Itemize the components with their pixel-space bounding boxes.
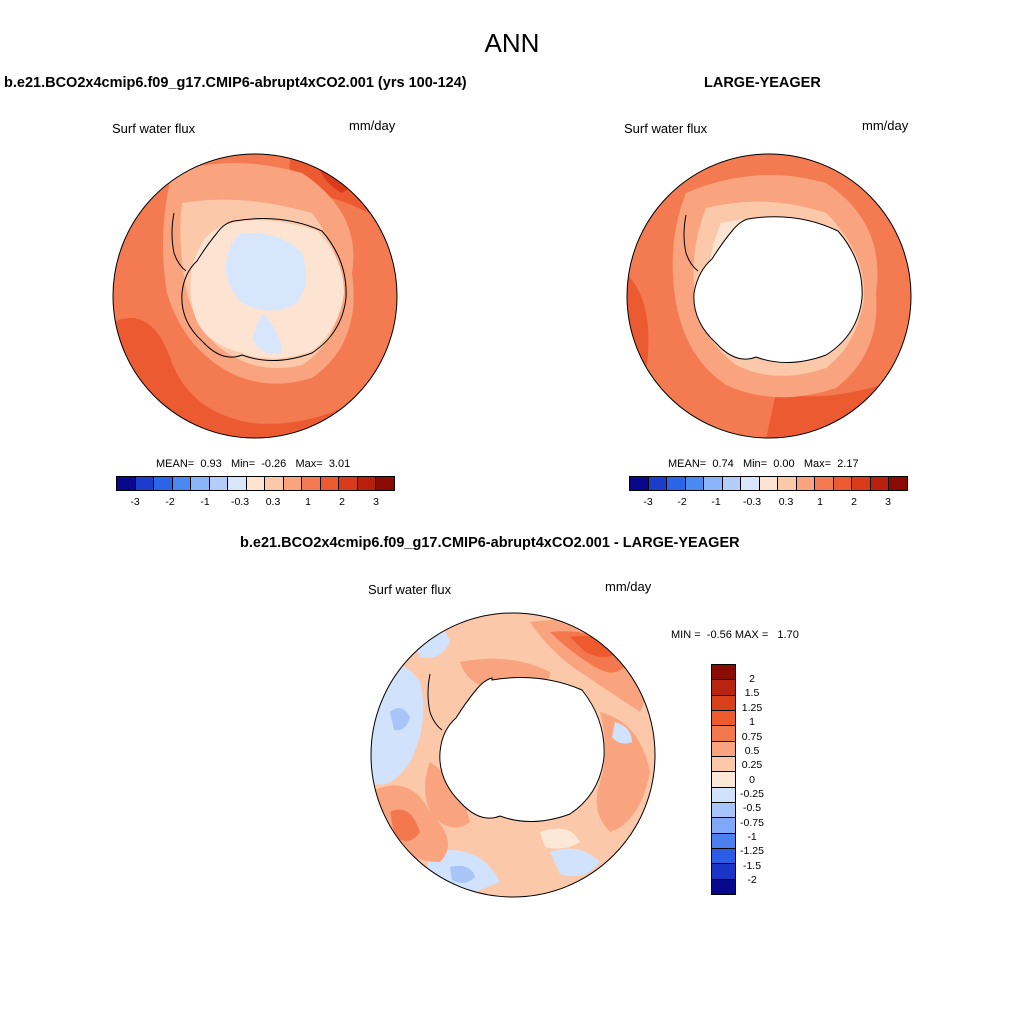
panel2-colorbar-tick: 0.3 [778,496,794,508]
colorbar-swatch [302,477,321,490]
panel1-colorbar-tick: 0.3 [265,496,281,508]
colorbar-swatch [712,756,735,773]
panel3-colorbar-tick: 1.5 [744,687,760,699]
panel3-colorbar-tick: 0 [749,774,755,786]
panel2-colorbar-tick: 3 [885,496,891,508]
panel2-stats: MEAN= 0.74 Min= 0.00 Max= 2.17 [668,458,859,470]
panel3-colorbar-tick: 1 [749,716,755,728]
colorbar-swatch [712,802,735,819]
panel3-colorbar-tick: -1 [747,831,757,843]
panel2-colorbar-tick: -1 [711,496,721,508]
colorbar-swatch [154,477,173,490]
colorbar-swatch [712,879,735,894]
panel3-colorbar-tick: 0.25 [741,759,763,771]
panel3-colorbar [711,664,736,895]
colorbar-swatch [135,477,155,490]
colorbar-swatch [759,477,779,490]
panel2-colorbar-tick: -2 [677,496,687,508]
panel2-colorbar-tick: 1 [817,496,823,508]
colorbar-swatch [339,477,358,490]
colorbar-swatch [712,741,735,757]
colorbar-swatch [648,477,668,490]
colorbar-swatch [172,477,192,490]
panel1-field-label: Surf water flux [112,121,196,136]
panel3-units-label: mm/day [605,579,652,594]
colorbar-swatch [209,477,229,490]
colorbar-swatch [117,477,136,490]
colorbar-swatch [712,864,735,880]
colorbar-swatch [833,477,853,490]
panel3-colorbar-tick: 1.25 [741,702,763,714]
panel3-header: b.e21.BCO2x4cmip6.f09_g17.CMIP6-abrupt4x… [240,535,740,551]
colorbar-swatch [815,477,834,490]
colorbar-swatch [741,477,760,490]
colorbar-swatch [712,665,735,681]
colorbar-swatch [712,695,735,711]
panel1-colorbar-tick: -0.3 [230,496,250,508]
colorbar-swatch [870,477,890,490]
panel1-colorbar-tick: 2 [339,496,345,508]
panel2-header: LARGE-YEAGER [704,75,821,91]
panel3-colorbar-tick: -1.5 [742,860,762,872]
colorbar-swatch [685,477,705,490]
colorbar-swatch [191,477,210,490]
panel3-colorbar-tick: 2 [749,673,755,685]
panel1-units-label: mm/day [349,118,396,133]
colorbar-swatch [283,477,303,490]
colorbar-swatch [667,477,686,490]
colorbar-swatch [712,818,735,834]
colorbar-swatch [722,477,742,490]
panel1-polar-map [112,153,398,439]
panel3-colorbar-tick: 0.75 [741,731,763,743]
colorbar-swatch [712,848,735,865]
panel2-colorbar-tick: -3 [643,496,653,508]
colorbar-swatch [704,477,723,490]
panel1-colorbar-tick: 3 [373,496,379,508]
colorbar-swatch [712,710,735,727]
panel3-field-label: Surf water flux [368,582,452,597]
plot-title: ANN [484,28,540,58]
colorbar-swatch [265,477,284,490]
panel3-colorbar-tick: 0.5 [744,745,760,757]
panel1-colorbar-tick: -1 [200,496,210,508]
colorbar-swatch [320,477,340,490]
colorbar-swatch [778,477,797,490]
panel3-colorbar-tick: -0.25 [740,788,764,800]
panel2-colorbar-tick: 2 [851,496,857,508]
colorbar-swatch [630,477,649,490]
colorbar-swatch [712,787,735,803]
panel2-units-label: mm/day [862,118,909,133]
panel2-field-label: Surf water flux [624,121,708,136]
colorbar-swatch [889,477,907,490]
panel2-colorbar-tick: -0.3 [742,496,762,508]
panel3-colorbar-tick: -2 [747,874,757,886]
colorbar-swatch [796,477,816,490]
panel3-stats: MIN = -0.56 MAX = 1.70 [671,629,799,641]
panel2-polar-map [626,153,912,439]
panel3-colorbar-tick: -0.75 [740,817,764,829]
colorbar-swatch [712,833,735,849]
panel3-colorbar-tick: -1.25 [740,845,764,857]
panel1-colorbar-tick: -2 [165,496,175,508]
panel1-colorbar [116,476,395,491]
colorbar-swatch [246,477,266,490]
panel2-colorbar [629,476,908,491]
colorbar-swatch [376,477,394,490]
panel3-polar-map [370,612,656,898]
colorbar-swatch [852,477,871,490]
colorbar-swatch [712,726,735,742]
colorbar-swatch [357,477,377,490]
colorbar-swatch [712,772,735,788]
panel3-colorbar-tick: -0.5 [742,802,762,814]
panel1-stats: MEAN= 0.93 Min= -0.26 Max= 3.01 [156,458,351,470]
colorbar-swatch [228,477,247,490]
colorbar-swatch [712,680,735,696]
panel1-header: b.e21.BCO2x4cmip6.f09_g17.CMIP6-abrupt4x… [4,75,467,91]
panel1-colorbar-tick: -3 [130,496,140,508]
panel1-colorbar-tick: 1 [305,496,311,508]
